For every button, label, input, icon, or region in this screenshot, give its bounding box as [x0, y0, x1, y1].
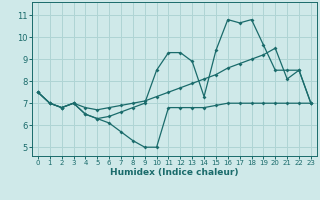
X-axis label: Humidex (Indice chaleur): Humidex (Indice chaleur) [110, 168, 239, 177]
